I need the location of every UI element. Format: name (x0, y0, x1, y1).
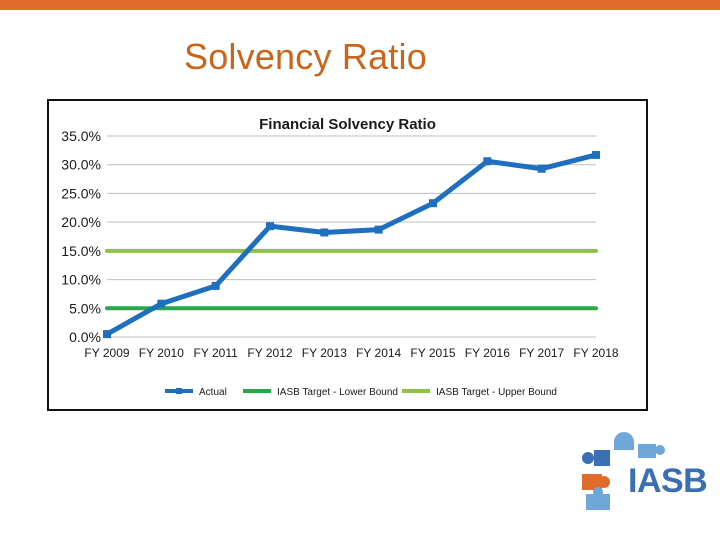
y-tick-label: 0.0% (69, 329, 101, 345)
iasb-logo-text: IASB (628, 462, 708, 500)
y-tick-label: 10.0% (61, 272, 101, 288)
y-tick-label: 15.0% (61, 243, 101, 259)
slide-title: Solvency Ratio (184, 36, 427, 77)
x-tick-label: FY 2013 (302, 346, 347, 360)
data-point (157, 299, 166, 308)
legend-actual-label: Actual (199, 387, 227, 398)
data-point (429, 199, 437, 208)
x-tick-label: FY 2017 (519, 346, 564, 360)
x-tick-label: FY 2014 (356, 346, 401, 360)
y-tick-label: 5.0% (69, 300, 101, 316)
chart-frame: Financial Solvency Ratio 0.0% 5.0% 10.0% 15.… (47, 99, 648, 411)
top-accent-bar (0, 0, 720, 10)
legend-lower-bound-label: IASB Target - Lower Bound (277, 387, 398, 398)
x-tick-label: FY 2015 (410, 346, 455, 360)
x-tick-label: FY 2016 (465, 346, 510, 360)
x-tick-label: FY 2018 (573, 346, 618, 360)
data-point (103, 330, 111, 339)
data-point (592, 150, 600, 159)
data-point (266, 222, 274, 231)
iasb-logo-icon (582, 432, 665, 510)
y-tick-label: 20.0% (61, 214, 101, 230)
data-point (211, 281, 220, 290)
data-point (483, 157, 492, 166)
data-point (374, 225, 383, 234)
y-tick-label: 35.0% (61, 128, 101, 144)
series-line-actual (104, 152, 599, 337)
data-point (537, 164, 546, 173)
legend-upper-bound-label: IASB Target - Upper Bound (436, 387, 557, 398)
x-tick-label: FY 2012 (247, 346, 292, 360)
solvency-chart: Financial Solvency Ratio 0.0% 5.0% 10.0% 15.… (61, 116, 619, 398)
y-tick-label: 30.0% (61, 157, 101, 173)
x-tick-label: FY 2011 (194, 346, 239, 360)
x-tick-label: FY 2010 (139, 346, 184, 360)
x-tick-label: FY 2009 (84, 346, 129, 360)
y-tick-label: 25.0% (61, 185, 101, 201)
data-point (320, 228, 329, 237)
legend-actual-marker (176, 388, 182, 394)
chart-title: Financial Solvency Ratio (259, 116, 436, 133)
